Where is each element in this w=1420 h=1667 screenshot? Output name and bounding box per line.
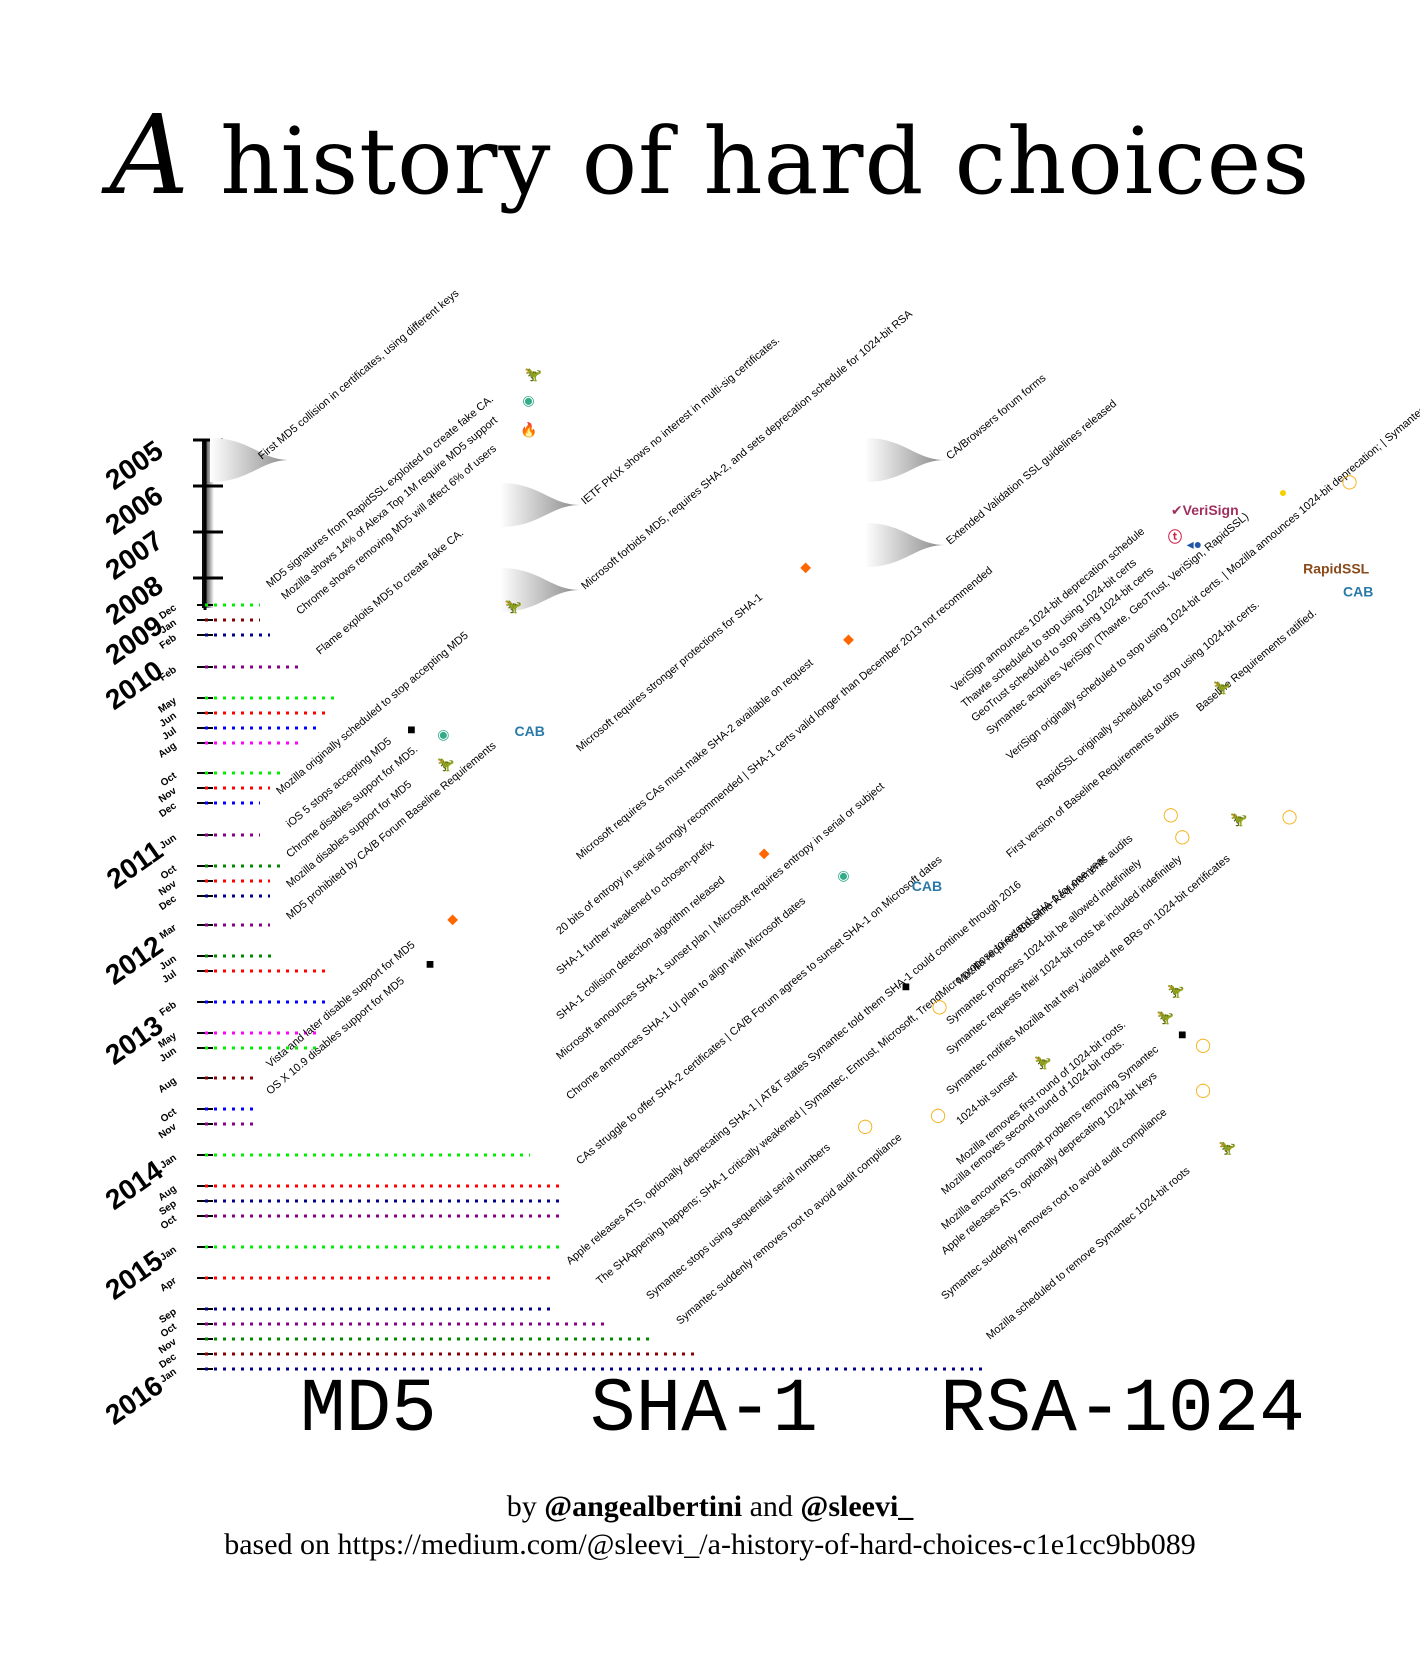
event-label: RapidSSL originally scheduled to stop us… [1034, 599, 1262, 793]
month-label: Nov [157, 785, 179, 805]
period-fan [210, 438, 290, 482]
event-label: Baseline Requirements ratified. [1194, 607, 1319, 714]
event-lines [205, 438, 985, 1371]
microsoft-icon: ◆ [800, 559, 811, 575]
apple-icon: ■ [902, 978, 910, 994]
apple-icon: ■ [1178, 1026, 1186, 1042]
period-fan [500, 568, 580, 612]
microsoft-icon: ◆ [843, 631, 854, 647]
month-label: Aug [156, 740, 178, 760]
month-label: Nov [157, 878, 179, 898]
event-label: Mozilla originally scheduled to stop acc… [274, 630, 470, 798]
month-label: Mar [158, 922, 179, 941]
month-label: Feb [158, 999, 179, 1018]
event-label: First MD5 collision in certificates, usi… [256, 287, 462, 462]
mozilla-icon: 🦖 [1157, 1009, 1175, 1025]
event-label: Chrome disables support for MD5. [284, 743, 420, 860]
event-label: CA/Browsers forum forms [944, 372, 1049, 462]
month-label: Oct [159, 1106, 180, 1125]
mozilla-icon: 🦖 [1034, 1054, 1052, 1070]
month-label: Nov [157, 1336, 179, 1356]
month-label: Jun [158, 832, 179, 851]
mozilla-icon: 🦖 [437, 756, 455, 772]
event-label: Mozilla shows 14% of Alexa Top 1M requir… [279, 414, 500, 602]
cab-icon: CAB [514, 723, 544, 739]
event-labels: First MD5 collision in certificates, usi… [256, 270, 1420, 1342]
apple-icon: ■ [426, 956, 434, 972]
year-label: 2012 [100, 930, 169, 991]
event-label: Vista and later disable support for MD5 [264, 939, 417, 1070]
year-label: 2016 [100, 1370, 169, 1431]
thawte-icon: ⓣ [1168, 529, 1182, 545]
chrome-icon: ◉ [837, 867, 849, 883]
author-link-2[interactable]: @sleevi_ [800, 1490, 914, 1523]
year-label: 2005 [100, 435, 169, 496]
cab-icon: CAB [912, 878, 942, 894]
month-label: Sep [157, 1306, 178, 1326]
mozilla-icon: 🦖 [1230, 811, 1248, 827]
month-label: Jan [158, 1152, 178, 1171]
symantec-icon: ◯ [1163, 806, 1179, 823]
verisign-icon: ✔VeriSign [1171, 502, 1239, 518]
year-label: 2013 [100, 1010, 169, 1071]
symantec-icon: ◯ [857, 1117, 873, 1134]
chrome-icon: ◉ [437, 726, 449, 742]
event-label: Microsoft requires CAs must make SHA-2 a… [574, 657, 815, 862]
rapidssl-icon: RapidSSL [1303, 561, 1370, 577]
fire-icon: 🔥 [520, 422, 537, 439]
time-axis: DecJanFebFebMayJunJulAugOctNovDecJunOctN… [100, 435, 223, 1431]
credits-authors: by @angealbertini and @sleevi_ [506, 1490, 914, 1523]
mozilla-icon: 🦖 [1219, 1139, 1237, 1155]
symantec-icon: ◯ [1342, 473, 1358, 490]
period-fan [865, 523, 945, 567]
microsoft-icon: ◆ [447, 911, 458, 927]
event-label: OS X 10.9 disables support for MD5 [264, 975, 407, 1097]
column-title-sha1: SHA-1 [590, 1367, 819, 1453]
symantec-icon: ◯ [1282, 808, 1298, 825]
page-title: A history of hard choices [0, 100, 1420, 217]
mozilla-icon: 🦖 [504, 598, 522, 614]
month-label: Aug [156, 1075, 178, 1095]
mozilla-icon: 🦖 [1167, 982, 1185, 998]
event-label: Symantec proposes 1024-bit be allowed in… [944, 857, 1144, 1028]
cab-icon: CAB [1343, 583, 1373, 599]
month-label: Oct [159, 770, 180, 789]
symantec-logo-icon: ● [1279, 484, 1287, 500]
credits-source[interactable]: based on https://medium.com/@sleevi_/a-h… [224, 1528, 1196, 1561]
symantec-icon: ◯ [932, 998, 948, 1015]
symantec-icon: ◯ [1195, 1036, 1211, 1053]
event-label: Microsoft announces SHA-1 sunset plan | … [554, 780, 887, 1062]
year-label: 2007 [100, 525, 169, 586]
month-label: Apr [158, 1275, 179, 1294]
period-fan [500, 483, 580, 527]
month-label: Aug [156, 1183, 178, 1203]
event-label: IETF PKIX shows no interest in multi-sig… [579, 334, 782, 507]
symantec-icon: ◯ [1174, 828, 1190, 845]
title-rest: history of hard choices [190, 108, 1311, 215]
mozilla-icon: 🦖 [525, 366, 543, 382]
month-label: Oct [159, 863, 180, 882]
apple-icon: ■ [407, 721, 415, 737]
column-title-rsa1024: RSA-1024 [940, 1367, 1305, 1453]
symantec-icon: ◯ [1195, 1081, 1211, 1098]
month-label: Nov [157, 1121, 179, 1141]
column-title-md5: MD5 [300, 1367, 437, 1453]
author-link-1[interactable]: @angealbertini [544, 1490, 743, 1523]
chrome-icon: ◉ [522, 392, 534, 408]
event-label: Microsoft forbids MD5, requires SHA-2, a… [579, 308, 915, 593]
period-fan [865, 438, 945, 482]
title-initial: A [109, 91, 191, 219]
geotrust-icon: ◂● [1187, 536, 1202, 552]
event-label: CAs struggle to offer SHA-2 certificates… [574, 853, 945, 1167]
mozilla-icon: 🦖 [1213, 679, 1231, 695]
microsoft-icon: ◆ [759, 845, 770, 861]
month-label: Dec [157, 602, 179, 622]
year-label: 2006 [100, 480, 169, 541]
event-label: Extended Validation SSL guidelines relea… [944, 398, 1119, 548]
symantec-icon: ◯ [930, 1106, 946, 1123]
event-label: Symantec suddenly removes root to avoid … [674, 1131, 904, 1327]
